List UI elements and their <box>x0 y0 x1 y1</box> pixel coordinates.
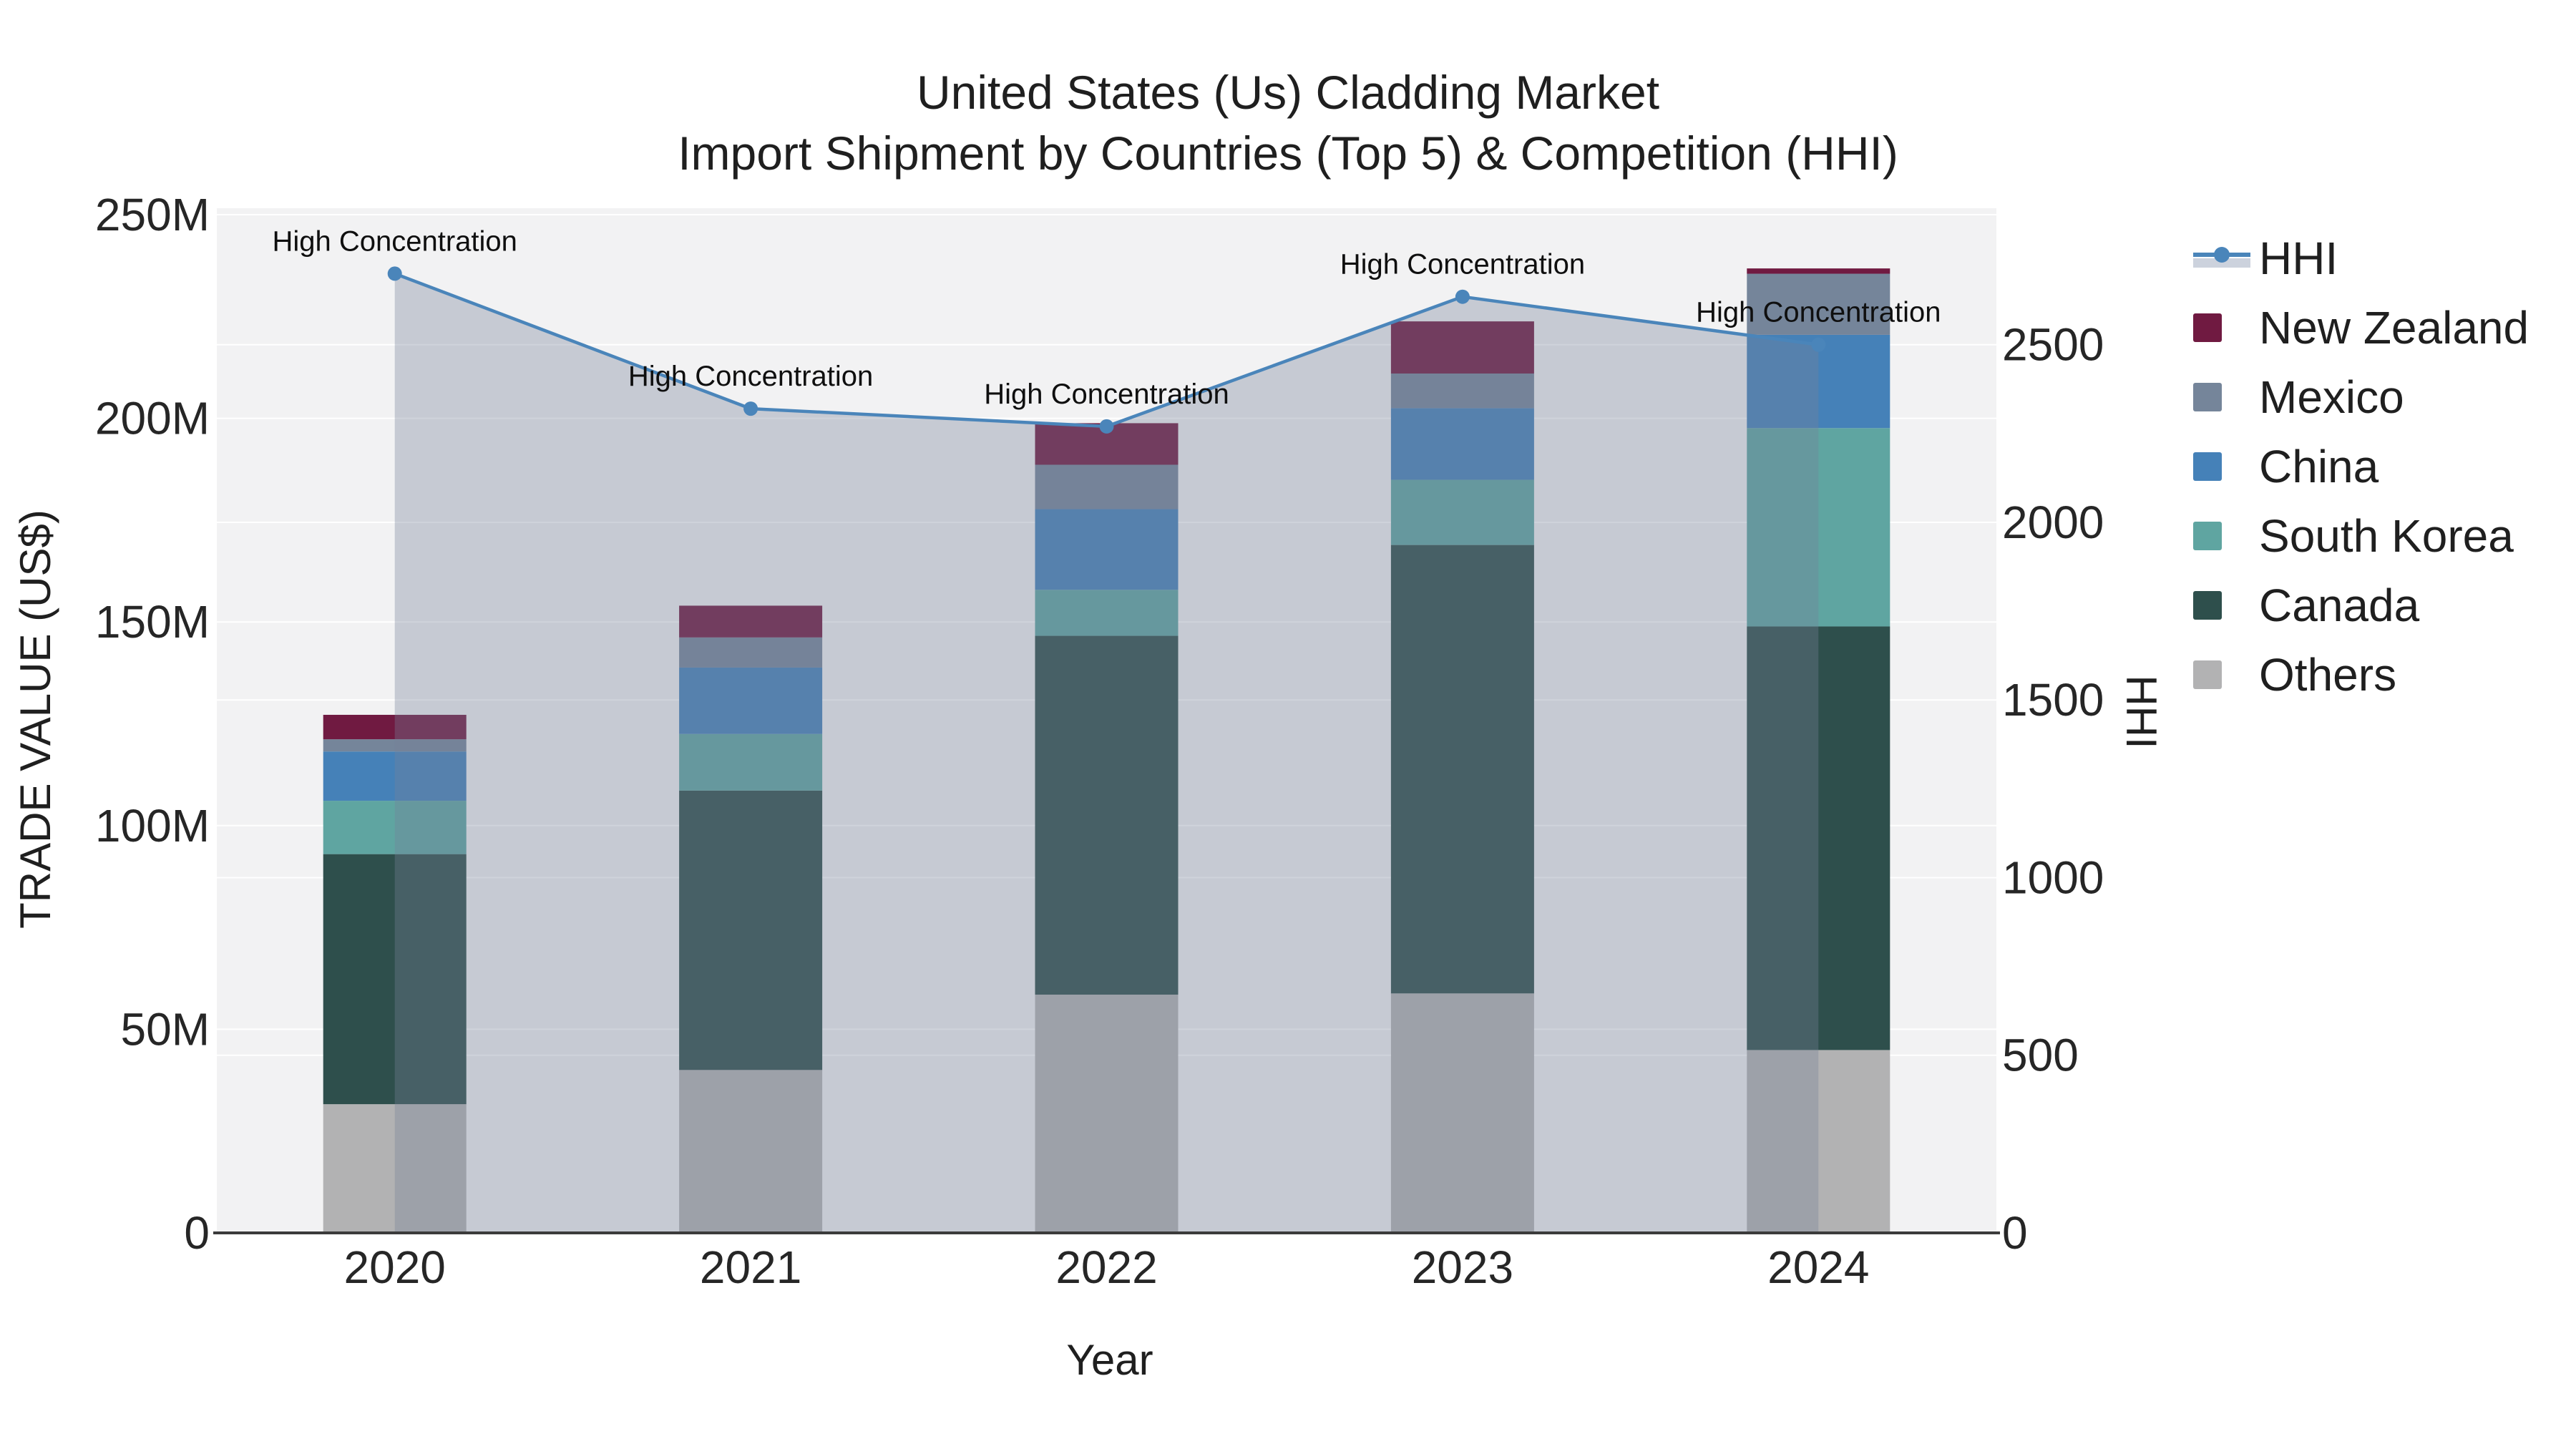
y-right-tick-1500: 1500 <box>2002 674 2104 726</box>
legend-item-new-zealand[interactable]: New Zealand <box>2193 293 2529 362</box>
legend-item-others[interactable]: Others <box>2193 640 2529 709</box>
bar-segment-south-korea-2024 <box>1747 428 1890 627</box>
bar-segment-mexico-2021 <box>679 637 823 668</box>
bar-segment-canada-2022 <box>1035 635 1179 995</box>
legend-label: Others <box>2259 648 2397 701</box>
bar-segment-south-korea-2023 <box>1390 479 1534 545</box>
legend-label: Mexico <box>2259 371 2404 423</box>
legend-label: New Zealand <box>2259 301 2529 353</box>
bar-segment-others-2023 <box>1390 993 1534 1233</box>
annotation-high-concentration-2023: High Concentration <box>1340 249 1585 280</box>
bar-segment-canada-2020 <box>323 854 467 1105</box>
x-axis-title: Year <box>1066 1336 1153 1384</box>
x-tick-2020: 2020 <box>344 1241 446 1293</box>
bar-segment-canada-2021 <box>679 790 823 1070</box>
y-right-axis-title: HHI <box>2117 675 2165 748</box>
x-tick-2021: 2021 <box>700 1241 801 1293</box>
y-right-tick-1000: 1000 <box>2002 852 2104 903</box>
legend-label: South Korea <box>2259 509 2514 562</box>
legend-item-canada[interactable]: Canada <box>2193 570 2529 640</box>
y-left-tick-250M: 250M <box>95 189 210 240</box>
hhi-area-fill <box>394 273 1819 1234</box>
legend-label: China <box>2259 440 2379 492</box>
x-tick-2022: 2022 <box>1055 1241 1157 1293</box>
legend-label: HHI <box>2259 232 2338 284</box>
annotation-high-concentration-2020: High Concentration <box>272 225 517 257</box>
bar-segment-china-2022 <box>1035 509 1179 590</box>
bar-segment-new-zealand-2024 <box>1747 268 1890 274</box>
legend-swatch-icon <box>2193 313 2259 342</box>
legend-swatch-icon <box>2193 521 2259 550</box>
y-right-tick-500: 500 <box>2002 1030 2079 1081</box>
y-left-tick-0: 0 <box>184 1207 210 1259</box>
bar-segment-china-2023 <box>1390 408 1534 480</box>
bar-segment-new-zealand-2021 <box>679 605 823 638</box>
x-tick-2023: 2023 <box>1412 1241 1513 1293</box>
annotation-high-concentration-2024: High Concentration <box>1696 297 1941 328</box>
bar-segment-new-zealand-2023 <box>1390 321 1534 374</box>
y-right-tick-2500: 2500 <box>2002 319 2104 371</box>
bar-segment-canada-2024 <box>1747 626 1890 1050</box>
bar-segment-china-2020 <box>323 751 467 801</box>
legend-swatch-icon <box>2193 590 2259 620</box>
bar-segment-mexico-2024 <box>1747 273 1890 335</box>
legend-swatch-icon <box>2193 382 2259 411</box>
y-left-axis-title: TRADE VALUE (US$) <box>11 509 59 929</box>
y-right-tick-0: 0 <box>2002 1207 2028 1259</box>
y-left-tick-200M: 200M <box>95 393 210 444</box>
bar-segment-mexico-2020 <box>323 739 467 752</box>
bar-segment-south-korea-2020 <box>323 801 467 854</box>
y-left-tick-50M: 50M <box>121 1003 210 1055</box>
legend-swatch-icon <box>2193 452 2259 481</box>
y-right-tick-2000: 2000 <box>2002 497 2104 548</box>
x-tick-2024: 2024 <box>1767 1241 1869 1293</box>
legend-item-south-korea[interactable]: South Korea <box>2193 501 2529 570</box>
hhi-marker-2023 <box>1455 289 1470 304</box>
legend: HHI New Zealand Mexico China South Korea Cana… <box>2193 223 2529 709</box>
bar-segment-mexico-2023 <box>1390 373 1534 409</box>
legend-label: Canada <box>2259 579 2420 631</box>
chart-title-line2: Import Shipment by Countries (Top 5) & C… <box>678 127 1898 180</box>
bar-segment-china-2021 <box>679 667 823 734</box>
y-left-tick-100M: 100M <box>95 800 210 852</box>
hhi-marker-2022 <box>1099 419 1114 434</box>
bar-segment-others-2022 <box>1035 995 1179 1233</box>
legend-item-china[interactable]: China <box>2193 431 2529 501</box>
legend-item-hhi[interactable]: HHI <box>2193 223 2529 293</box>
annotation-high-concentration-2022: High Concentration <box>984 379 1229 410</box>
annotation-high-concentration-2021: High Concentration <box>628 361 873 392</box>
bar-segment-south-korea-2022 <box>1035 590 1179 636</box>
chart-title-line1: United States (Us) Cladding Market <box>917 66 1659 119</box>
hhi-marker-2024 <box>1811 337 1826 352</box>
hhi-marker-2020 <box>387 266 402 281</box>
hhi-line-sample-icon <box>2193 246 2259 270</box>
bar-segment-others-2021 <box>679 1070 823 1233</box>
bar-segment-south-korea-2021 <box>679 733 823 791</box>
bar-segment-others-2020 <box>323 1104 467 1233</box>
y-left-tick-150M: 150M <box>95 596 210 648</box>
bar-segment-new-zealand-2020 <box>323 714 467 740</box>
legend-swatch-icon <box>2193 660 2259 689</box>
hhi-marker-2021 <box>743 401 758 416</box>
bar-segment-mexico-2022 <box>1035 464 1179 509</box>
bar-segment-canada-2023 <box>1390 545 1534 994</box>
bar-segment-others-2024 <box>1747 1050 1890 1233</box>
legend-item-mexico[interactable]: Mexico <box>2193 362 2529 431</box>
